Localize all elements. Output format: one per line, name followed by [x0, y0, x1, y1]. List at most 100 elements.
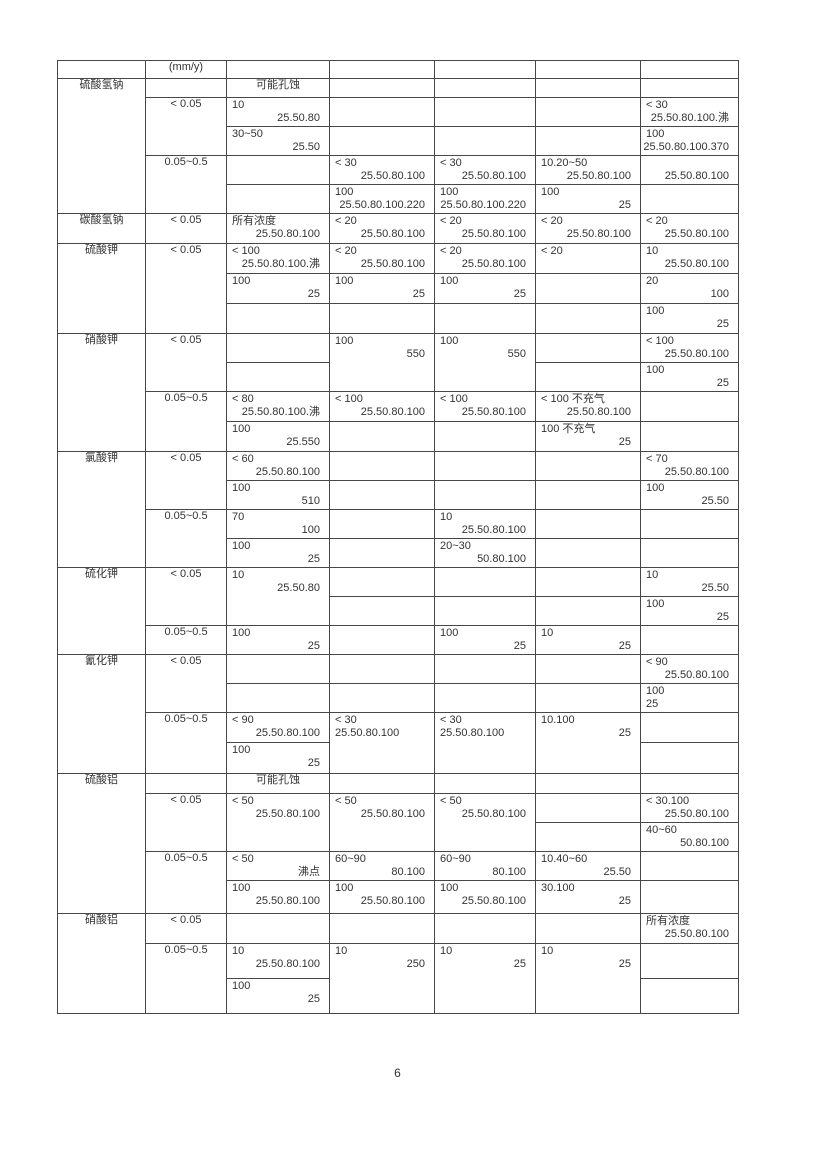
data-cell: < 30 25.50.80.100 — [434, 712, 536, 774]
concentration: < 100 — [232, 245, 260, 257]
temperatures: 25 — [307, 757, 320, 769]
empty-cell — [329, 97, 435, 127]
data-cell: 100 510 — [226, 480, 330, 510]
temperatures: 25.50.80.100 — [664, 170, 729, 182]
rate-range: 0.05~0.5 — [145, 943, 227, 1014]
data-cell: 30.100 25 — [535, 880, 641, 914]
temperatures: 25.50.80.100 — [461, 258, 526, 270]
empty-cell — [329, 60, 435, 79]
empty-cell — [434, 913, 536, 944]
concentration: 100 — [335, 275, 354, 287]
data-cell: 100 25 — [329, 273, 435, 304]
data-cell: < 30 25.50.80.100 — [329, 155, 435, 185]
empty-cell — [226, 362, 330, 392]
temperatures: 25.50.80.100 — [566, 406, 631, 418]
data-cell: < 20 25.50.80.100 — [640, 213, 739, 244]
temperatures: 25.50.80.100 — [664, 258, 729, 270]
data-cell: 100 25.50.80.100.220 — [329, 184, 435, 214]
concentration: < 20 — [440, 245, 462, 257]
data-cell: 100 25 — [434, 273, 536, 304]
concentration: < 70 — [646, 453, 668, 465]
empty-cell — [329, 303, 435, 334]
empty-cell — [329, 773, 435, 794]
empty-cell — [535, 126, 641, 156]
empty-cell — [535, 509, 641, 539]
temperatures: 25 — [618, 958, 631, 970]
temperatures: 25.50.80.100 — [664, 348, 729, 360]
empty-cell — [226, 184, 330, 214]
data-cell: 10.20~50 25.50.80.100 — [535, 155, 641, 185]
data-cell: 100 25 — [535, 184, 641, 214]
data-cell: 100 25 — [640, 362, 739, 392]
concentration: 10 — [232, 99, 245, 111]
temperatures: 25 — [412, 288, 425, 300]
data-cell: < 90 25.50.80.100 — [226, 712, 330, 743]
chemical-name: 硫酸钾 — [57, 243, 146, 334]
concentration: < 100 不充气 — [541, 393, 605, 405]
rate-range: < 0.05 — [145, 793, 227, 852]
chemical-name: 碳酸氢钠 — [57, 213, 146, 244]
data-cell: 100 25 — [226, 538, 330, 568]
concentration: 100 — [646, 364, 665, 376]
temperatures: 25.50.80.100.370 — [643, 141, 729, 153]
rate-range: < 0.05 — [145, 213, 227, 244]
concentration: < 30 — [335, 157, 357, 169]
data-cell: 100 25 — [640, 596, 739, 626]
empty-cell — [535, 822, 641, 852]
data-cell: < 20 25.50.80.100 — [535, 213, 641, 244]
temperatures: 25.50.80 — [277, 582, 320, 594]
data-cell: 10 25.50.80 — [226, 97, 330, 127]
temperatures: 25.50.80.100 — [360, 228, 425, 240]
data-cell: 100 25.550 — [226, 421, 330, 452]
concentration: 100 — [646, 128, 665, 140]
concentration: < 50 — [232, 853, 254, 865]
empty-cell — [329, 654, 435, 684]
temperatures: 25.50.80.100 — [566, 170, 631, 182]
temperatures: 25.50.80.100 — [440, 727, 505, 739]
temperatures: 25.50.80.100 — [566, 228, 631, 240]
concentration: 100 — [232, 275, 251, 287]
temperatures: 25.50.80.100 — [461, 406, 526, 418]
empty-cell — [329, 567, 435, 597]
empty-cell — [640, 625, 739, 655]
data-cell: 所有浓度 25.50.80.100 — [640, 913, 739, 944]
empty-cell — [640, 773, 739, 794]
data-cell: < 80 25.50.80.100.沸 — [226, 391, 330, 422]
temperatures: 25 — [716, 377, 729, 389]
data-cell: < 30.100 25.50.80.100 — [640, 793, 739, 823]
empty-cell — [640, 421, 739, 452]
temperatures: 550 — [406, 348, 425, 360]
empty-cell — [434, 773, 536, 794]
data-cell: 100 不充气 25 — [535, 421, 641, 452]
data-cell: 100 25.50.80.100 — [226, 880, 330, 914]
concentration: < 20 — [335, 245, 357, 257]
concentration: 100 — [440, 882, 459, 894]
concentration: 100 — [232, 744, 251, 756]
chemical-name: 硝酸钾 — [57, 333, 146, 452]
concentration: < 90 — [232, 714, 254, 726]
temperatures: 25.50.80.100 — [461, 228, 526, 240]
concentration: 10 — [541, 945, 554, 957]
temperatures: 25.50.80.100 — [664, 228, 729, 240]
chemical-name: 硝酸铝 — [57, 913, 146, 1014]
empty-cell — [640, 60, 739, 79]
concentration: < 20 — [541, 215, 563, 227]
data-cell: 20 100 — [640, 273, 739, 304]
empty-cell — [145, 78, 227, 98]
data-cell: 100 25 — [640, 683, 739, 713]
concentration: 30.100 — [541, 882, 575, 894]
data-cell: < 30 25.50.80.100.沸 — [640, 97, 739, 127]
empty-cell — [434, 126, 536, 156]
empty-cell — [145, 773, 227, 794]
chemical-name: 氰化钾 — [57, 654, 146, 774]
temperatures: 25.50.80.100 — [360, 258, 425, 270]
concentration: 10.40~60 — [541, 853, 588, 865]
data-cell: 10 25 — [434, 943, 536, 1014]
empty-cell — [535, 97, 641, 127]
empty-cell — [329, 126, 435, 156]
data-cell: 40~60 50.80.100 — [640, 822, 739, 852]
concentration: 100 — [232, 423, 251, 435]
concentration: < 100 — [440, 393, 468, 405]
chemical-name: 硫酸铝 — [57, 773, 146, 914]
empty-cell — [640, 851, 739, 881]
